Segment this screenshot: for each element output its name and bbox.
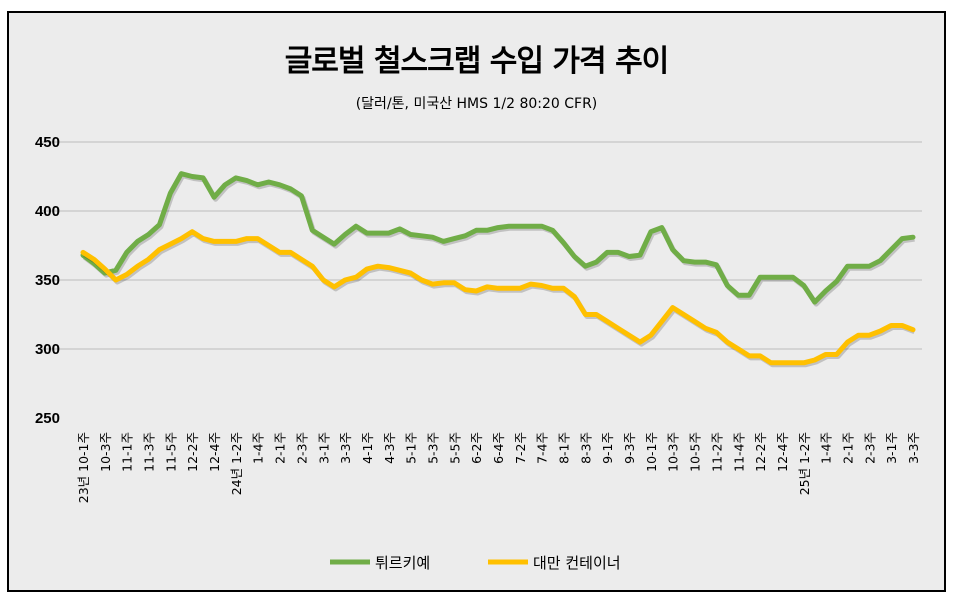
legend-label: 튀르키예	[375, 554, 430, 572]
legend-label: 대만 컨테이너	[533, 554, 621, 572]
series-shadow	[83, 231, 916, 368]
y-tick-label: 450	[35, 134, 60, 151]
series-line-1	[80, 229, 916, 366]
x-tick-label: 2-3주	[862, 432, 877, 464]
x-tick-label: 2-1주	[273, 432, 288, 464]
x-tick-label: 9-1주	[600, 432, 615, 464]
x-tick-label: 11-1주	[120, 432, 135, 472]
x-tick-label: 5-1주	[404, 432, 419, 464]
x-tick-label: 10-3주	[98, 432, 113, 472]
x-tick-label: 3-1주	[316, 432, 331, 464]
x-tick-label: 5-5주	[447, 432, 462, 464]
x-tick-label: 1-4주	[819, 432, 834, 464]
x-tick-label: 10-3주	[666, 432, 681, 472]
x-tick-label: 2-1주	[840, 432, 855, 464]
x-tick-label: 10-1주	[644, 432, 659, 472]
x-tick-label: 8-1주	[557, 432, 572, 464]
x-tick-label: 11-5주	[163, 432, 178, 472]
chart-subtitle: (달러/톤, 미국산 HMS 1/2 80:20 CFR)	[355, 96, 598, 112]
chart-frame	[7, 11, 946, 592]
x-tick-label: 5-3주	[425, 432, 440, 464]
x-tick-label: 9-3주	[622, 432, 637, 464]
y-tick-label: 300	[35, 341, 60, 358]
x-tick-label: 7-4주	[535, 432, 550, 464]
x-tick-label: 1-4주	[251, 432, 266, 464]
x-tick-label: 4-1주	[360, 432, 375, 464]
x-tick-label: 2-3주	[294, 432, 309, 464]
x-tick-label: 12-4주	[775, 432, 790, 472]
y-tick-label: 250	[35, 410, 60, 427]
x-tick-label: 6-4주	[491, 432, 506, 464]
y-tick-label: 350	[35, 272, 60, 289]
x-tick-label: 10-5주	[688, 432, 703, 472]
x-tick-label: 3-3주	[906, 432, 921, 464]
x-tick-label: 3-1주	[884, 432, 899, 464]
x-tick-label: 23년 10-1주	[76, 432, 91, 503]
x-tick-label: 3-3주	[338, 432, 353, 464]
x-tick-label: 11-3주	[142, 432, 157, 472]
x-tick-label: 11-4주	[731, 432, 746, 472]
x-tick-label: 12-2주	[185, 432, 200, 472]
x-tick-label: 7-2주	[513, 432, 528, 464]
x-tick-label: 6-2주	[469, 432, 484, 464]
x-tick-label: 4-3주	[382, 432, 397, 464]
x-tick-label: 12-4주	[207, 432, 222, 472]
chart-title: 글로벌 철스크랩 수입 가격 추이	[284, 44, 670, 79]
x-tick-label: 8-3주	[578, 432, 593, 464]
x-tick-label: 11-2주	[709, 432, 724, 472]
y-tick-label: 400	[35, 203, 60, 220]
x-tick-label: 25년 1-2주	[797, 432, 812, 495]
x-tick-label: 24년 1-2주	[229, 432, 244, 495]
x-tick-label: 12-2주	[753, 432, 768, 472]
